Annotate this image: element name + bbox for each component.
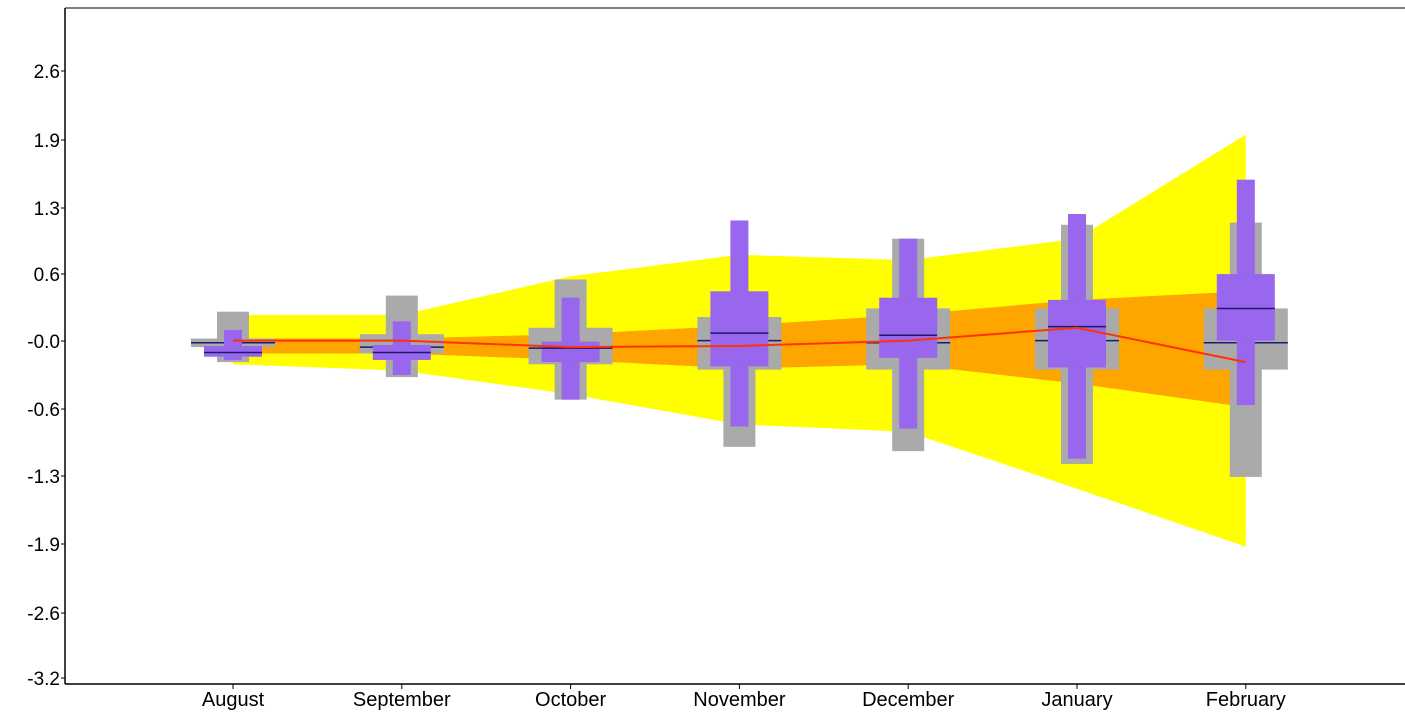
y-tick-label: 1.3	[34, 199, 60, 220]
y-tick-label: -1.9	[27, 535, 60, 556]
purple-box-box	[1216, 274, 1275, 341]
purple-box-box	[710, 291, 769, 367]
axes-layer	[64, 7, 1405, 685]
x-tick-label: December	[862, 689, 955, 711]
purple-box-september	[372, 321, 431, 375]
purple-box-box	[1048, 299, 1106, 368]
purple-box-layer	[204, 179, 1275, 459]
purple-box-box	[879, 297, 938, 358]
x-tick-label: November	[693, 689, 786, 711]
y-axis-ticks: 2.6 1.9 1.3 0.6 -0.0 -0.6 -1.3 -1.9 -2.6 -3.2	[27, 62, 65, 690]
y-tick-label: -0.6	[27, 400, 60, 421]
purple-box-february	[1216, 179, 1275, 406]
x-tick-label: October	[535, 689, 606, 711]
y-tick-label: -3.2	[27, 669, 60, 690]
forecast-line-layer	[233, 326, 1246, 364]
y-tick-label: 1.9	[34, 131, 60, 152]
purple-box-august	[204, 329, 262, 360]
forecast-line	[233, 326, 1246, 364]
x-axis-ticks: August September October November December Ja…	[202, 684, 1286, 711]
x-tick-label: January	[1041, 689, 1112, 711]
purple-box-box	[541, 341, 600, 363]
y-tick-label: -0.0	[27, 332, 60, 353]
x-tick-label: September	[353, 689, 451, 711]
purple-box-november	[710, 220, 769, 427]
x-tick-label: February	[1206, 689, 1286, 711]
x-tick-label: August	[202, 689, 265, 711]
purple-box-box	[204, 346, 262, 357]
y-tick-label: -2.6	[27, 604, 60, 625]
purple-box-december	[879, 238, 938, 429]
y-tick-label: -1.3	[27, 467, 60, 488]
y-tick-label: 2.6	[34, 62, 60, 83]
y-tick-label: 0.6	[34, 265, 60, 286]
purple-box-january	[1048, 214, 1106, 459]
